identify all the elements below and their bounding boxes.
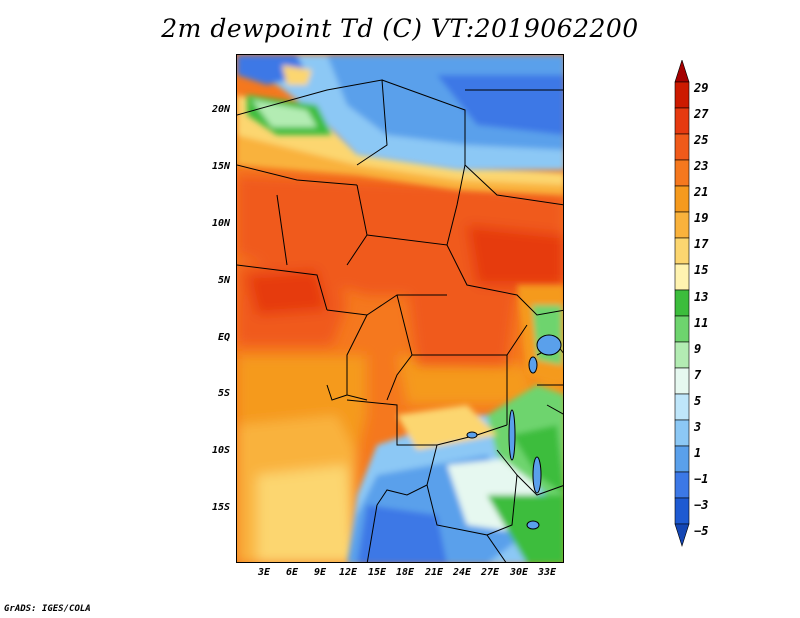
colorbar-label: 11	[694, 316, 709, 330]
colorbar-label: 19	[694, 211, 709, 225]
dewpoint-map	[236, 54, 564, 563]
colorbar-label: −3	[694, 498, 709, 512]
colorbar-swatch	[674, 471, 690, 499]
colorbar-swatch	[674, 367, 690, 395]
colorbar-label: 15	[694, 263, 709, 277]
lat-label-10s: 10S	[211, 445, 230, 456]
colorbar-label: −1	[694, 472, 709, 486]
colorbar-label: 23	[694, 159, 709, 173]
chart-title: 2m dewpoint Td (C) VT:2019062200	[161, 14, 639, 43]
lon-label-12e: 12E	[338, 567, 358, 578]
colorbar-label: 9	[694, 342, 702, 356]
lat-label-5s: 5S	[217, 388, 230, 399]
lat-label-20n: 20N	[211, 104, 230, 115]
colorbar-swatch	[674, 419, 690, 447]
colorbar-label: 5	[694, 394, 702, 408]
lon-label-21e: 21E	[424, 567, 444, 578]
lat-label-15s: 15S	[211, 502, 230, 513]
colorbar-label: 21	[694, 185, 709, 199]
lon-label-27e: 27E	[480, 567, 500, 578]
colorbar-swatch	[674, 107, 690, 135]
colorbar-label: 1	[694, 446, 702, 460]
lat-label-5n: 5N	[217, 275, 230, 286]
colorbar-label: −5	[694, 524, 709, 538]
colorbar-swatch	[674, 341, 690, 369]
colorbar-swatch	[674, 289, 690, 317]
colorbar-swatch	[674, 81, 690, 109]
lat-label-10n: 10N	[211, 218, 230, 229]
colorbar-swatch	[674, 393, 690, 421]
colorbar-label: 27	[694, 107, 709, 121]
colorbar-label: 3	[694, 420, 702, 434]
colorbar-swatch	[674, 211, 690, 239]
colorbar-label: 17	[694, 237, 709, 251]
colorbar-swatch	[674, 133, 690, 161]
colorbar	[674, 60, 690, 547]
colorbar-swatch	[674, 315, 690, 343]
lat-label-eq: EQ	[217, 332, 230, 343]
lon-label-3e: 3E	[257, 567, 271, 578]
colorbar-swatch	[674, 445, 690, 473]
colorbar-swatch	[674, 497, 690, 525]
colorbar-label: 25	[694, 133, 709, 147]
colorbar-swatch	[674, 60, 690, 83]
lon-label-30e: 30E	[509, 567, 529, 578]
colorbar-label: 7	[694, 368, 702, 382]
credit-text: GrADS: IGES/COLA	[4, 604, 91, 614]
lon-label-24e: 24E	[452, 567, 472, 578]
colorbar-label: 29	[694, 81, 709, 95]
colorbar-label: 13	[694, 290, 709, 304]
lon-label-9e: 9E	[313, 567, 327, 578]
colorbar-swatch	[674, 185, 690, 213]
lat-label-15n: 15N	[211, 161, 230, 172]
colorbar-swatch	[674, 263, 690, 291]
lon-label-15e: 15E	[367, 567, 387, 578]
lon-label-33e: 33E	[537, 567, 557, 578]
colorbar-swatch	[674, 237, 690, 265]
colorbar-swatch	[674, 159, 690, 187]
lon-label-6e: 6E	[285, 567, 299, 578]
colorbar-swatch	[674, 523, 690, 547]
lon-label-18e: 18E	[395, 567, 415, 578]
dewpoint-map-canvas	[237, 55, 563, 562]
